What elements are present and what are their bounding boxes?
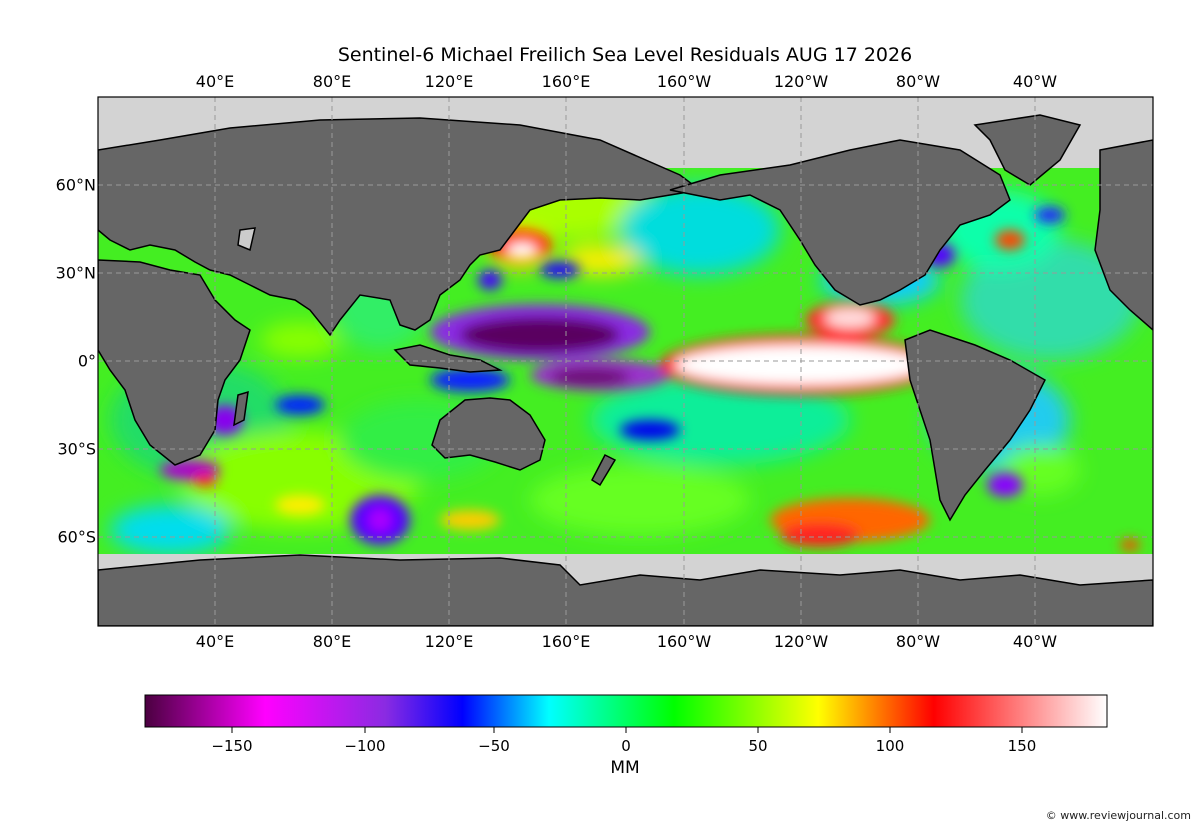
lon-tick-top: 80°W (895, 72, 941, 91)
madagascar-land (233, 390, 249, 427)
europe-east-land (1094, 139, 1153, 331)
lon-tick-top: 40°E (195, 72, 235, 91)
inland-water (237, 227, 256, 252)
lon-tick-top: 120°E (424, 72, 474, 91)
lat-tick: 60°S (57, 527, 96, 547)
colorbar-ticks (231, 727, 1023, 733)
lon-tick-bottom: 80°E (312, 632, 352, 651)
australia-land (431, 397, 546, 471)
indonesia-land (393, 344, 503, 373)
colorbar-tick-label: 100 (875, 737, 905, 755)
lon-tick-bottom: 120°E (424, 632, 474, 651)
colorbar-label: MM (610, 758, 640, 778)
antarctica-land (98, 554, 1153, 626)
lon-tick-top: 160°E (541, 72, 591, 91)
colorbar-tick-label: −150 (211, 737, 253, 755)
map-frame (97, 96, 1154, 627)
lon-tick-top: 160°W (656, 72, 712, 91)
lon-tick-top: 80°E (312, 72, 352, 91)
colorbar-tick-label: 50 (748, 737, 768, 755)
lat-tick: 0° (77, 351, 96, 371)
lon-tick-bottom: 80°W (895, 632, 941, 651)
africa-land (98, 259, 251, 466)
lon-tick-top: 40°W (1012, 72, 1058, 91)
map-title: Sentinel-6 Michael Freilich Sea Level Re… (337, 44, 913, 66)
lat-tick: 30°S (57, 439, 96, 459)
lon-tick-bottom: 40°W (1012, 632, 1058, 651)
colorbar-tick-label: 150 (1007, 737, 1037, 755)
colorbar-tick-label: −100 (344, 737, 386, 755)
colorbar-tick-label: 0 (621, 737, 631, 755)
graticule (98, 97, 1153, 626)
lat-tick: 60°N (55, 175, 96, 195)
land-masses (98, 114, 1153, 626)
lon-tick-top: 120°W (773, 72, 829, 91)
new-zealand-land (591, 453, 617, 487)
lon-tick-bottom: 160°E (541, 632, 591, 651)
lon-tick-bottom: 120°W (773, 632, 829, 651)
map-panel (98, 97, 1153, 626)
lat-tick: 30°N (55, 263, 96, 283)
greenland-land (973, 114, 1082, 186)
south-america-land (904, 329, 1046, 522)
image-credit: © www.reviewjournal.com (1042, 808, 1194, 823)
colorbar-tick-label: −50 (478, 737, 510, 755)
colorbar (144, 694, 1108, 728)
lon-tick-bottom: 40°E (195, 632, 235, 651)
lon-tick-bottom: 160°W (656, 632, 712, 651)
north-america-land (669, 139, 1011, 306)
eurasia-land (98, 117, 702, 337)
